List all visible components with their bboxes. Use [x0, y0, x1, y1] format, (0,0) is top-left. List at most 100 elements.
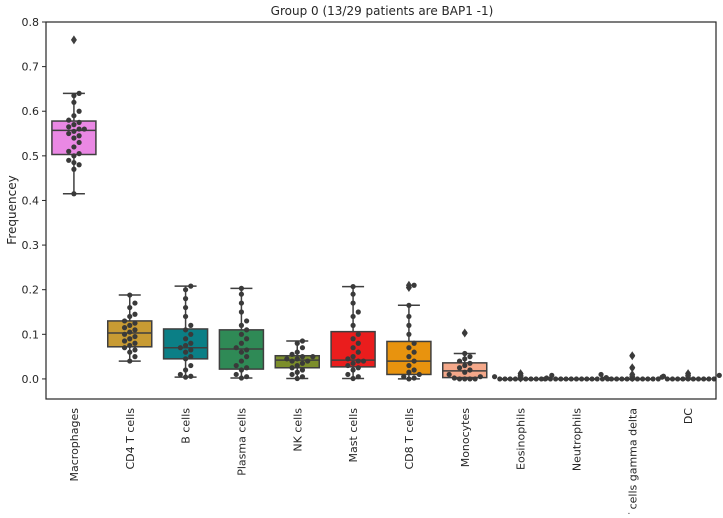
swarm-point: [182, 287, 189, 293]
swarm-point: [188, 347, 194, 353]
swarm-point: [350, 300, 356, 306]
x-tick-label: Neutrophils: [570, 408, 583, 471]
x-axis: Macrophages CD4 T cells B cells Plasma cell…: [68, 408, 695, 518]
swarm-point: [406, 284, 412, 291]
swarm-point: [345, 362, 351, 369]
swarm-point: [538, 376, 544, 382]
swarm-point: [608, 376, 615, 382]
swarm-point: [121, 318, 128, 324]
swarm-point: [584, 376, 590, 382]
swarm-cd4-t-cells: [121, 292, 138, 364]
swarm-point: [350, 375, 356, 382]
x-tick-label: B cells: [180, 408, 193, 444]
swarm-point: [406, 354, 412, 360]
swarm-point: [299, 360, 306, 366]
swarm-point: [71, 166, 77, 172]
swarm-point: [355, 349, 361, 355]
swarm-point: [497, 376, 503, 382]
swarm-point: [517, 370, 524, 377]
y-tick-label: 0.2: [22, 284, 40, 297]
swarm-point: [706, 376, 712, 382]
swarm-point: [603, 374, 609, 381]
swarm-point: [238, 358, 245, 364]
swarm-point: [411, 349, 417, 355]
swarm-point: [188, 362, 194, 369]
swarm-point: [462, 356, 468, 362]
swarm-point: [238, 291, 245, 297]
swarm-point: [294, 362, 300, 369]
swarm-point: [127, 304, 133, 311]
swarm-point: [238, 322, 245, 328]
swarm-point: [512, 376, 518, 382]
swarm-point: [355, 340, 361, 346]
swarm-point: [360, 358, 367, 364]
swarm-point: [244, 365, 250, 371]
swarm-point: [71, 93, 77, 99]
swarm-point: [233, 362, 239, 369]
swarm-point: [589, 376, 595, 382]
swarm-point: [132, 340, 138, 346]
swarm-point: [238, 331, 245, 337]
swarm-point: [411, 340, 417, 346]
swarm-point: [182, 356, 189, 362]
swarm-point: [350, 291, 356, 297]
swarm-point: [579, 376, 585, 382]
swarm-point: [406, 362, 412, 369]
swarm-point: [350, 336, 356, 342]
swarm-point: [182, 349, 189, 355]
swarm-point: [695, 376, 702, 382]
swarm-point: [127, 292, 133, 298]
swarm-point: [716, 372, 722, 378]
swarm-point: [406, 376, 412, 382]
swarm-point: [462, 330, 468, 336]
swarm-point: [66, 130, 72, 137]
swarm-point: [66, 117, 72, 123]
swarm-dc: [659, 370, 722, 382]
swarm-point: [66, 124, 72, 130]
swarm-point: [121, 325, 128, 331]
swarm-point: [132, 311, 138, 317]
swarm-point: [350, 367, 356, 373]
swarm-point: [416, 371, 422, 378]
swarm-point: [345, 356, 351, 362]
swarm-point: [350, 360, 356, 366]
swarm-point: [568, 376, 574, 382]
swarm-point: [244, 318, 250, 324]
swarm-point: [462, 369, 468, 375]
swarm-point: [233, 371, 239, 378]
swarm-point: [573, 376, 580, 382]
swarm-point: [127, 336, 133, 342]
swarm-point: [517, 376, 524, 382]
chart-title: Group 0 (13/29 patients are BAP1 -1): [271, 4, 494, 18]
swarm-point: [355, 331, 361, 337]
swarm-point: [411, 282, 417, 288]
swarm-point: [406, 322, 412, 328]
swarm-point: [188, 354, 194, 360]
swarm-point: [76, 119, 82, 125]
y-tick-label: 0.3: [22, 239, 40, 252]
swarm-point: [188, 340, 194, 346]
swarm-point: [659, 374, 665, 380]
x-tick-label: CD4 T cells: [124, 408, 137, 470]
swarm-point: [177, 345, 183, 351]
swarm-point: [238, 285, 245, 291]
swarm-point: [127, 322, 133, 328]
swarm-point: [71, 159, 77, 166]
swarm-point: [294, 375, 300, 382]
swarm-point: [542, 376, 548, 382]
swarm-point: [467, 354, 473, 360]
swarm-point: [71, 153, 77, 159]
swarm-point: [629, 376, 635, 382]
swarm-point: [614, 376, 620, 382]
swarm-point: [406, 302, 412, 308]
swarm-point: [299, 374, 306, 380]
swarm-point: [701, 376, 707, 382]
swarm-point: [467, 367, 473, 373]
swarm-point: [238, 349, 245, 355]
swarm-point: [188, 322, 194, 328]
swarm-point: [182, 304, 189, 311]
swarm-point: [121, 345, 128, 351]
swarm-point: [127, 358, 133, 364]
x-tick-label: Eosinophils: [515, 408, 528, 470]
